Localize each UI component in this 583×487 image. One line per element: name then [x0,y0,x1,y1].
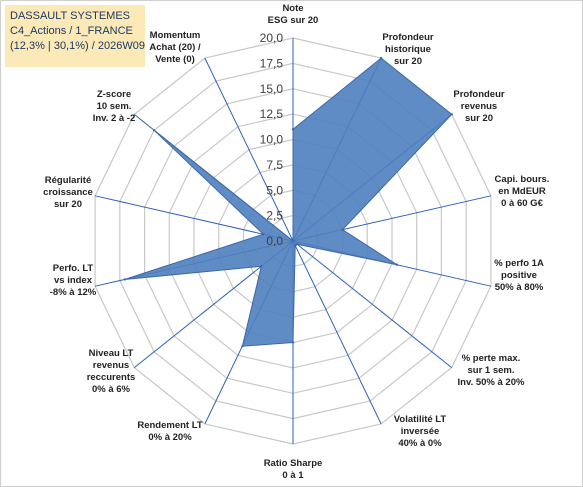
axis-label: Régularité [45,175,91,186]
axis-label: ESG sur 20 [268,15,319,26]
axis-label: 40% à 0% [398,438,442,449]
r-tick-label: 5,0 [266,183,283,197]
data-point [291,239,295,243]
r-tick-label: 10,0 [260,133,284,147]
axis-spoke [204,57,294,242]
axis-label: Vente (0) [155,54,195,65]
axis-label: Note [282,3,303,14]
axis-label: Achat (20) / [149,42,201,53]
axis-label: Niveau LT [89,348,134,359]
chart-title-box: DASSAULT SYSTEMES C4_Actions / 1_FRANCE … [5,5,145,67]
axis-label: 0 à 1 [282,470,304,481]
axis-label: sur 20 [394,56,422,67]
axis-label: sur 20 [54,199,82,210]
radar-series [123,56,453,348]
axis-spoke [292,240,453,368]
data-point [123,278,127,281]
axis-label: -8% à 12% [50,287,97,298]
axis-label: sur 1 sem. [468,365,515,376]
data-point [294,244,297,247]
axis-label: en MdEUR [498,186,546,197]
r-tick-label: 15,0 [260,82,284,96]
axis-label: vs index [54,275,93,286]
data-point [395,263,399,266]
axis-label: Z-score [97,89,131,100]
axis-label: Inv. 2 à -2 [93,113,136,124]
axis-label: revenus [93,360,129,371]
axis-spoke [292,240,382,425]
axis-label: inversée [401,426,440,437]
axis-spoke [94,195,294,242]
data-point [295,243,299,246]
r-tick-label: 20,0 [260,31,284,45]
axis-label: positive [501,270,537,281]
axis-label: 0 à 60 G€ [501,198,543,209]
axis-label: 0% à 20% [148,432,192,443]
data-point [241,345,244,348]
axis-label: % perfo 1A [494,258,544,269]
data-point [152,129,156,132]
axis-label: sur 20 [465,113,493,124]
data-point [260,265,263,268]
axis-label: Profondeur [453,89,504,100]
data-point [291,128,295,131]
axis-label: croissance [43,187,93,198]
r-tick-label: 7,5 [266,158,283,172]
axis-label: 50% à 80% [495,282,544,293]
axis-label: Volatilité LT [394,414,447,425]
axis-label: revenus [461,101,497,112]
axis-label: 0% à 6% [92,384,131,395]
data-point [291,341,295,344]
r-tick-label: 0,0 [266,234,283,248]
axis-label: 10 sem. [97,101,132,112]
portfolio-path: C4_Actions / 1_FRANCE [10,25,133,37]
r-tick-label: 12,5 [260,107,284,121]
axis-label: Momentum [150,30,201,41]
data-point [341,228,344,231]
r-tick-label: 17,5 [260,56,284,70]
axis-label: Ratio Sharpe [264,458,323,469]
axis-label: Rendement LT [137,420,202,431]
period-info: (12,3% | 30,1%) / 2026W09 [10,40,145,52]
axis-label: historique [385,44,431,55]
data-point [450,113,453,116]
r-tick-label: 2,5 [266,209,283,223]
data-point [262,233,265,236]
axis-label: Capi. bours. [495,174,550,185]
axis-label: Inv. 50% à 20% [458,377,525,388]
radar-tick-labels: 0,0 2,5 5,0 7,5 10,0 12,5 15,0 17,5 20,0 [260,31,284,248]
company-name: DASSAULT SYSTEMES [10,10,131,22]
axis-label: reccurents [87,372,136,383]
axis-label: Perfo. LT [53,263,94,274]
data-point [379,56,383,60]
axis-label: Profondeur [382,32,433,43]
axis-label: % perte max. [462,353,521,364]
